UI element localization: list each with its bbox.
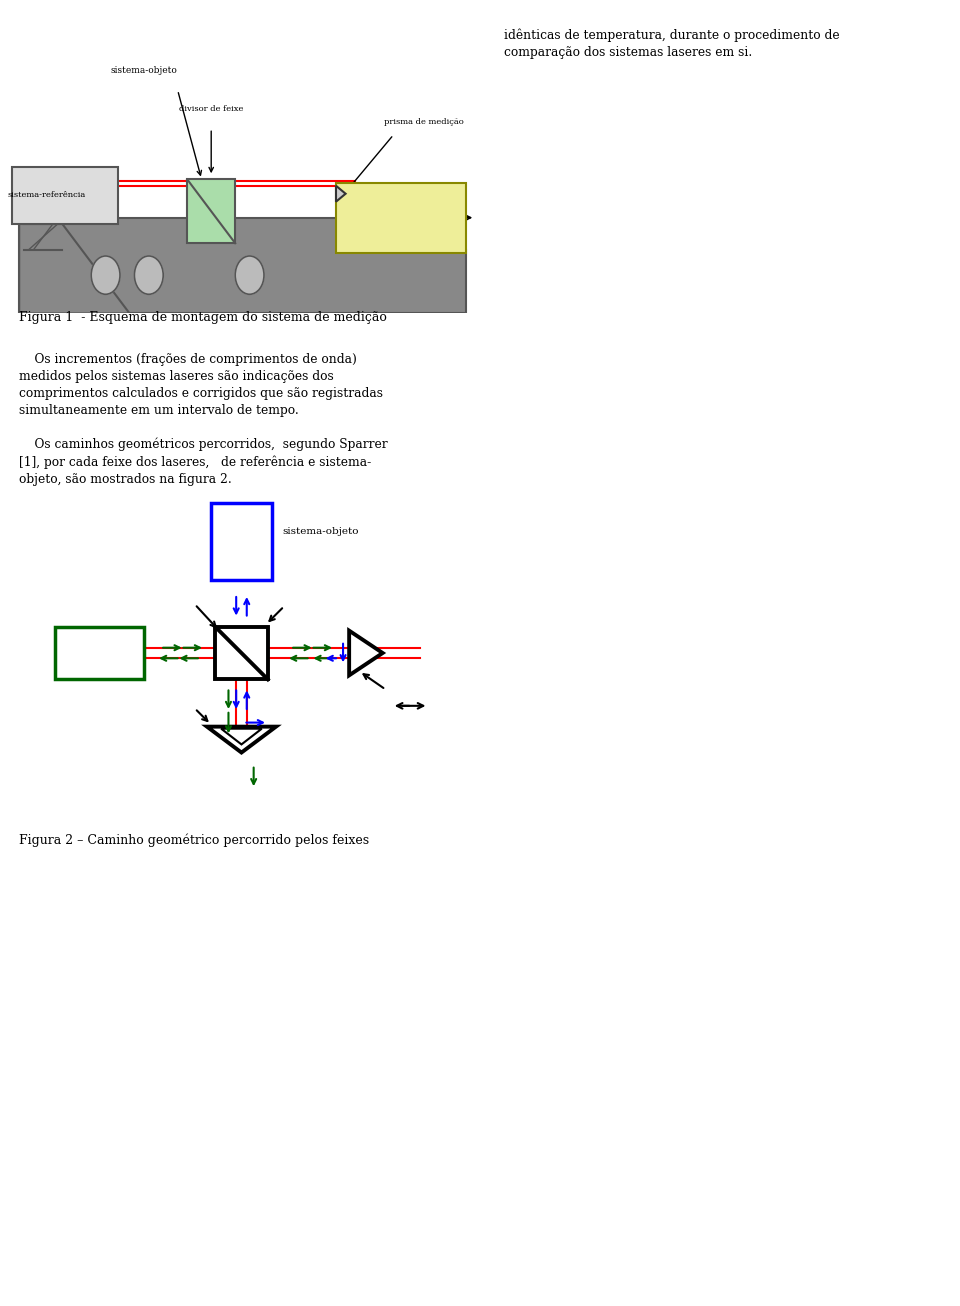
Circle shape: [134, 256, 163, 294]
Bar: [336, 183, 466, 253]
Bar: [215, 627, 268, 679]
Polygon shape: [19, 218, 130, 313]
Polygon shape: [336, 185, 346, 201]
Bar: [12, 167, 118, 225]
Text: sistema-referência: sistema-referência: [7, 191, 85, 200]
Polygon shape: [349, 631, 383, 675]
Polygon shape: [19, 218, 466, 313]
Polygon shape: [207, 726, 276, 752]
Circle shape: [91, 256, 120, 294]
Text: Figura 1  - Esquema de montagem do sistema de medição: Figura 1 - Esquema de montagem do sistem…: [19, 311, 387, 324]
Text: mesa de deslocamento: mesa de deslocamento: [357, 214, 444, 222]
Text: Os incrementos (frações de comprimentos de onda)
medidos pelos sistemas laseres : Os incrementos (frações de comprimentos …: [19, 353, 388, 486]
Text: sistema-objeto: sistema-objeto: [282, 526, 359, 535]
Text: divisor de feixe: divisor de feixe: [179, 104, 244, 114]
Bar: [55, 627, 144, 679]
Text: Figura 2 – Caminho geométrico percorrido pelos feixes: Figura 2 – Caminho geométrico percorrido…: [19, 833, 370, 846]
Text: idênticas de temperatura, durante o procedimento de
comparação dos sistemas lase: idênticas de temperatura, durante o proc…: [504, 29, 840, 59]
Polygon shape: [221, 729, 262, 744]
Text: sistema-objeto: sistema-objeto: [110, 67, 178, 76]
Text: prisma de medição: prisma de medição: [384, 118, 464, 125]
Bar: [187, 179, 235, 243]
Circle shape: [235, 256, 264, 294]
Bar: [211, 503, 272, 580]
